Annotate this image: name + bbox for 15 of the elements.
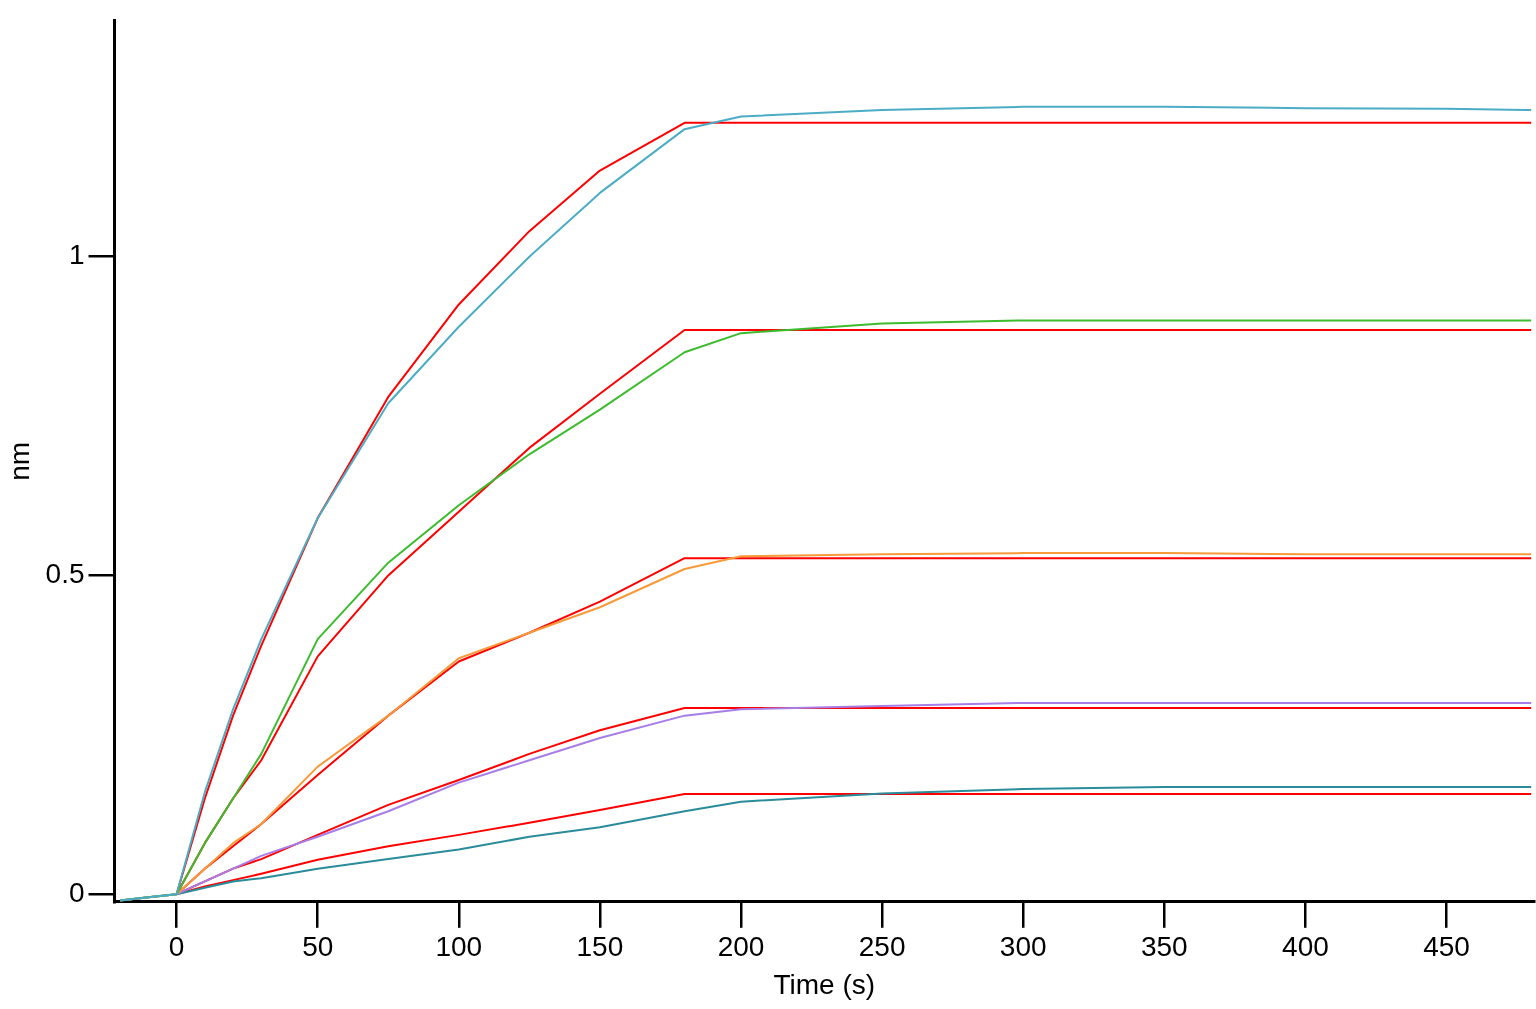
x-tick-label: 150 [576, 931, 624, 963]
y-tick-label: 0.5 [45, 558, 85, 590]
x-tick-label: 350 [1140, 931, 1188, 963]
x-tick-label: 50 [302, 931, 334, 963]
y-tick-label: 0 [68, 876, 85, 908]
x-tick-label: 300 [999, 931, 1047, 963]
x-tick-label: 250 [858, 931, 906, 963]
x-tick-label: 100 [435, 931, 483, 963]
x-tick-label: 200 [717, 931, 765, 963]
x-tick-label: 450 [1423, 931, 1470, 963]
x-axis-title: Time (s) [773, 968, 876, 1000]
y-tick-label: 1 [68, 239, 85, 271]
x-tick-label: 400 [1282, 931, 1329, 963]
x-tick-label: 0 [168, 931, 185, 963]
y-axis-title: nm [3, 441, 35, 481]
